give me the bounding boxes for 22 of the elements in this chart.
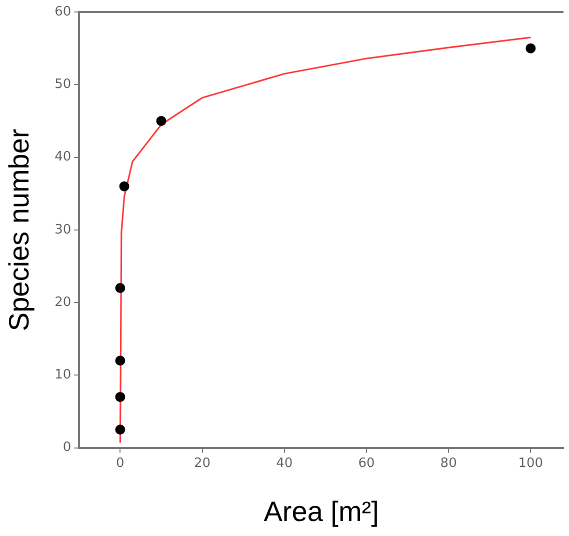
- point: [526, 43, 536, 54]
- point: [156, 116, 166, 126]
- x-tick-label: 80: [440, 456, 457, 471]
- x-tick-label: 0: [116, 456, 124, 471]
- y-tick-label: 0: [62, 440, 72, 456]
- point: [115, 283, 126, 294]
- y-tick-label: 40: [54, 150, 72, 165]
- y-tick-label: 10: [54, 368, 72, 383]
- y-tick-label: 20: [54, 294, 72, 310]
- point: [119, 181, 130, 192]
- x-tick-label: 100: [518, 456, 544, 471]
- x-axis-title: Area [m²]: [264, 496, 379, 527]
- x-tick-label: 40: [276, 456, 293, 471]
- y-tick-label: 60: [54, 4, 72, 20]
- x-tick-label: 20: [194, 456, 211, 471]
- x-tick-label: 60: [358, 456, 375, 471]
- y-tick-label: 50: [54, 77, 72, 92]
- point: [115, 424, 126, 435]
- y-tick-label: 30: [54, 222, 72, 238]
- point: [115, 392, 126, 402]
- point: [115, 356, 126, 366]
- y-axis-title: Species number: [4, 128, 35, 332]
